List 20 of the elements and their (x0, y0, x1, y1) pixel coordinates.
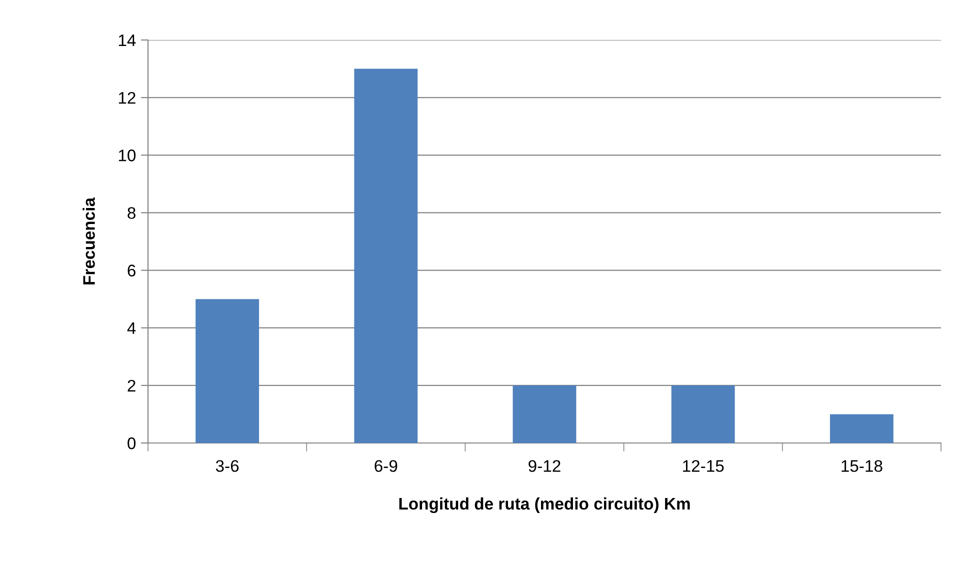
bar (671, 385, 735, 443)
bar (512, 385, 576, 443)
x-tick-label: 15-18 (842, 460, 882, 472)
x-tick-label: 12-15 (683, 460, 724, 472)
y-tick-label: 4 (127, 322, 136, 334)
y-tick-label: 2 (128, 380, 136, 392)
y-tick-label: 6 (128, 264, 136, 276)
y-axis-title: Frecuencia (82, 197, 95, 284)
x-tick-label: 3-6 (216, 460, 239, 472)
y-tick-label: 10 (118, 150, 136, 162)
x-axis-title: Longitud de ruta (medio circuito) Km (399, 497, 690, 514)
y-tick-label: 12 (118, 92, 136, 104)
bar (196, 299, 260, 443)
y-tick-label: 8 (128, 207, 136, 219)
bar (830, 414, 894, 443)
bar (354, 68, 418, 443)
y-tick-label: 0 (128, 437, 136, 450)
x-tick-label: 6-9 (374, 460, 398, 472)
y-tick-label: 14 (118, 34, 136, 46)
x-tick-label: 9-12 (528, 460, 560, 472)
